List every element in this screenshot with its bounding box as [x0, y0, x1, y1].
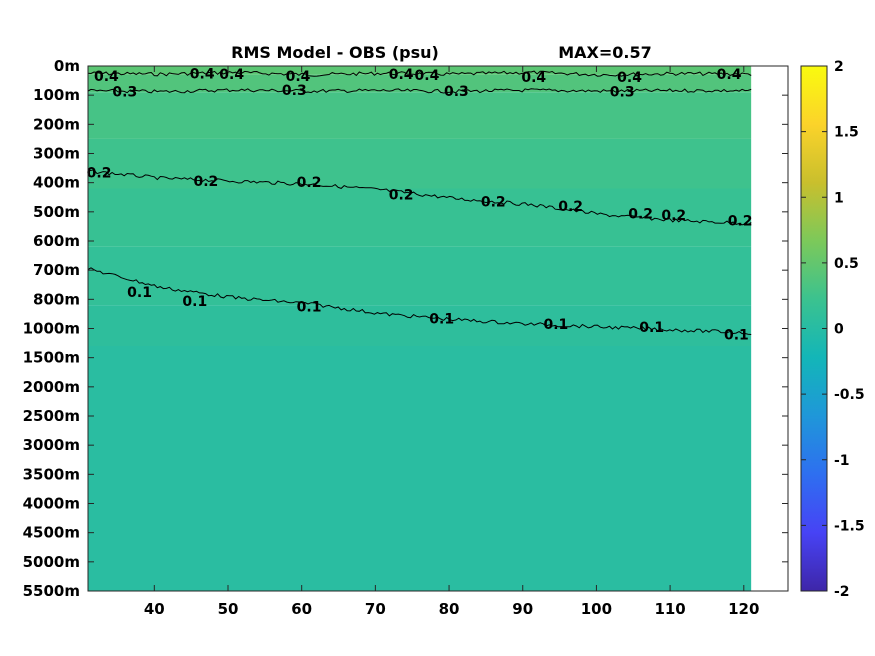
contour-label: 0.1: [543, 317, 568, 333]
contour-label: 0.3: [444, 84, 469, 100]
x-tick-label: 40: [144, 600, 165, 618]
field-band: [88, 74, 752, 93]
y-tick-label: 1000m: [23, 320, 80, 338]
y-tick-label: 200m: [33, 115, 80, 133]
field-band: [88, 92, 752, 139]
x-axis: 40 50 60 70 80 90 100 110 120: [144, 66, 759, 618]
contour-label: 0.2: [558, 199, 583, 215]
contour-label: 0.1: [429, 311, 454, 327]
y-tick-label: 1500m: [23, 349, 80, 367]
colorbar-tick-label: -2: [834, 584, 850, 600]
colorbar-tick-label: 2: [834, 59, 844, 75]
contour-label: 0.1: [639, 320, 664, 336]
colorbar-tick-label: -1.5: [834, 518, 865, 534]
contour-label: 0.4: [190, 66, 215, 82]
y-axis: 0m 100m 200m 300m 400m 500m 600m 700m 800m 1000m 1…: [23, 57, 788, 600]
y-tick-label: 300m: [33, 145, 80, 163]
y-tick-label: 700m: [33, 261, 80, 279]
colorbar-tick-label: 0: [834, 322, 844, 338]
y-tick-label: 3500m: [23, 465, 80, 483]
colorbar-tick-label: 1.5: [834, 125, 859, 141]
contour-line: [87, 88, 752, 94]
plot-area: 0.4 0.4 0.4 0.4 0.4 0.4 0.4 0.4 0.40.3 0.3 0.3 0.30…: [87, 65, 789, 592]
contour-label: 0.1: [724, 327, 749, 343]
colorbar-ticks: 2 1.5 1 0.5 0 -0.5 -1 -1.5 -2: [801, 59, 865, 600]
contour-line: [87, 169, 752, 226]
x-tick-label: 70: [365, 600, 386, 618]
contour-label: 0.2: [481, 195, 506, 211]
x-tick-label: 120: [728, 600, 759, 618]
contour-label: 0.1: [127, 285, 152, 301]
field-band: [88, 246, 752, 306]
x-tick-label: 110: [654, 600, 685, 618]
y-tick-label: 100m: [33, 86, 80, 104]
y-tick-label: 5500m: [23, 582, 80, 600]
y-tick-label: 800m: [33, 290, 80, 308]
y-tick-label: 5000m: [23, 553, 80, 571]
contour-label: 0.4: [521, 70, 546, 86]
x-tick-label: 50: [218, 600, 239, 618]
contour-label: 0.4: [717, 67, 742, 83]
contour-label-layer: 0.4 0.4 0.4 0.4 0.4 0.4 0.4 0.4 0.40.3 0.3 0.3 0.30…: [87, 66, 753, 343]
field-band: [88, 66, 752, 75]
x-tick-label: 80: [439, 600, 460, 618]
y-tick-label: 400m: [33, 174, 80, 192]
contour-label: 0.1: [182, 294, 207, 310]
contour-label: 0.2: [193, 174, 218, 190]
contour-label: 0.4: [389, 67, 414, 83]
contour-label: 0.4: [286, 69, 311, 85]
y-tick-label: 0m: [54, 57, 80, 75]
contour-line: [87, 267, 752, 335]
contour-label: 0.2: [728, 214, 753, 230]
x-tick-label: 60: [291, 600, 312, 618]
y-tick-label: 500m: [33, 203, 80, 221]
contour-label: 0.4: [219, 67, 244, 83]
field-band: [88, 305, 752, 346]
contour-label: 0.2: [389, 187, 414, 203]
max-annotation: MAX=0.57: [558, 43, 652, 62]
colorbar-tick-label: 0.5: [834, 256, 859, 272]
contour-label: 0.4: [94, 69, 119, 85]
field-band: [88, 138, 752, 189]
contour-label: 0.1: [297, 300, 322, 316]
contour-label: 0.4: [617, 70, 642, 86]
y-tick-label: 4500m: [23, 524, 80, 542]
colorbar-tick-label: 1: [834, 190, 844, 206]
x-tick-label: 90: [512, 600, 533, 618]
contour-label: 0.3: [282, 83, 307, 99]
contour-label: 0.4: [415, 68, 440, 84]
y-tick-label: 2500m: [23, 407, 80, 425]
contour-layer: [87, 70, 752, 335]
y-tick-label: 600m: [33, 232, 80, 250]
y-tick-label: 2000m: [23, 378, 80, 396]
x-tick-label: 100: [581, 600, 612, 618]
colorbar-tick-label: -0.5: [834, 387, 865, 403]
colorbar-tick-label: -1: [834, 453, 850, 469]
contour-label: 0.2: [87, 165, 112, 181]
colorbar: 2 1.5 1 0.5 0 -0.5 -1 -1.5 -2: [800, 59, 865, 600]
field-band: [88, 346, 752, 591]
y-tick-label: 3000m: [23, 436, 80, 454]
chart-title: RMS Model - OBS (psu): [231, 43, 439, 62]
contour-label: 0.3: [610, 84, 635, 100]
contour-line: [87, 70, 752, 77]
contour-label: 0.2: [628, 206, 653, 222]
y-tick-label: 4000m: [23, 495, 80, 513]
contour-label: 0.2: [297, 175, 322, 191]
contour-label: 0.3: [112, 85, 137, 101]
contour-label: 0.2: [661, 208, 686, 224]
